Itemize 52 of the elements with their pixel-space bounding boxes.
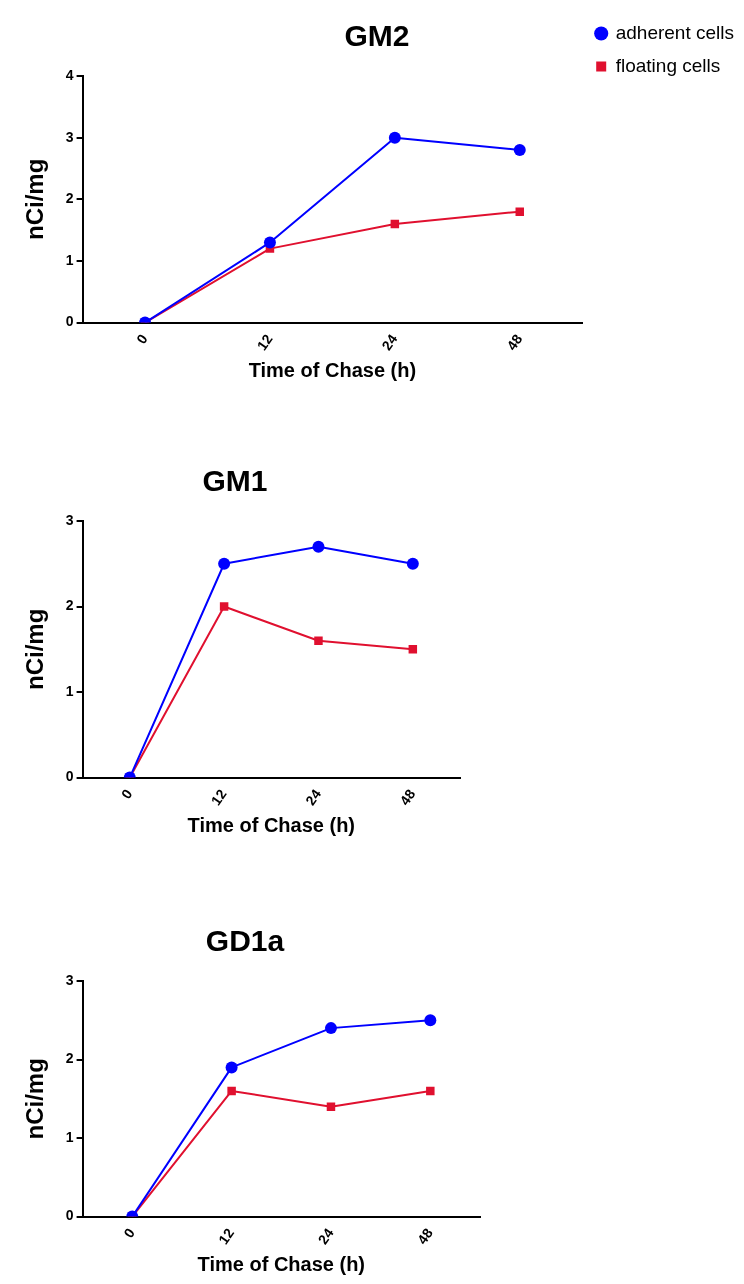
legend-label: adherent cells	[615, 21, 734, 43]
y-tick-label: 4	[65, 66, 74, 83]
chart-title: GM1	[202, 464, 268, 498]
y-tick-label: 0	[65, 768, 74, 785]
point	[513, 143, 526, 156]
y-tick-label: 1	[65, 251, 74, 268]
chart-title: GD1a	[205, 924, 285, 958]
point	[263, 236, 276, 249]
x-tick-label: 12	[253, 331, 276, 354]
x-tick-label: 12	[207, 786, 230, 809]
x-tick-label: 0	[117, 786, 136, 802]
x-axis-title: Time of Chase (h)	[248, 358, 417, 381]
y-tick-label: 0	[65, 313, 74, 330]
point	[408, 645, 418, 654]
y-tick-label: 3	[65, 128, 74, 145]
x-tick-label: 48	[503, 331, 526, 354]
x-axis-title: Time of Chase (h)	[187, 813, 356, 836]
y-tick-label: 0	[65, 1207, 74, 1224]
x-axis-title: Time of Chase (h)	[197, 1252, 366, 1275]
point	[225, 1061, 238, 1074]
x-tick-label: 24	[378, 331, 401, 354]
point	[312, 540, 325, 553]
point	[314, 636, 323, 645]
y-tick-label: 1	[65, 1128, 74, 1145]
point	[424, 1014, 437, 1027]
point	[218, 557, 231, 570]
point	[388, 131, 401, 144]
x-tick-label: 48	[413, 1225, 437, 1248]
legend-label: floating cells	[615, 54, 721, 76]
point	[326, 1102, 336, 1111]
y-tick-label: 2	[65, 1050, 74, 1067]
y-axis-title: nCi/mg	[21, 158, 49, 240]
point	[227, 1086, 236, 1096]
y-axis-title: nCi/mg	[21, 1058, 49, 1140]
y-tick-label: 2	[65, 597, 74, 614]
y-tick-label: 3	[65, 971, 74, 988]
y-axis-title: nCi/mg	[21, 608, 49, 690]
x-tick-label: 12	[215, 1225, 238, 1248]
point	[324, 1022, 337, 1035]
x-tick-label: 24	[314, 1225, 337, 1248]
chart-title: GM2	[344, 19, 410, 53]
x-tick-label: 0	[120, 1225, 139, 1241]
point	[406, 557, 419, 570]
y-tick-label: 1	[65, 682, 74, 699]
point	[426, 1086, 435, 1096]
point	[515, 207, 524, 216]
y-tick-label: 3	[65, 511, 74, 528]
x-tick-label: 0	[133, 331, 151, 347]
point	[219, 602, 229, 611]
x-tick-label: 24	[302, 786, 325, 809]
x-tick-label: 48	[396, 786, 419, 809]
y-tick-label: 2	[65, 190, 74, 207]
